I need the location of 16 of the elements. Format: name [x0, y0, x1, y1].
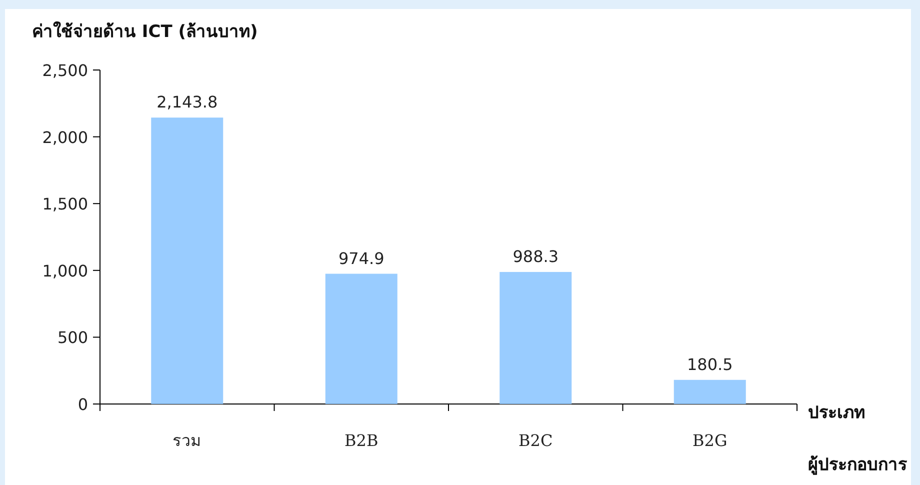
y-tick-label: 0: [78, 395, 88, 414]
data-label: 974.9: [338, 248, 384, 268]
text: ประเภท ผู้ประกอบการ: [808, 403, 907, 475]
x-tick-label: B2B: [344, 431, 378, 450]
data-label: 988.3: [512, 246, 559, 266]
y-tick-label: 2,500: [42, 61, 88, 80]
data-label: 2,143.8: [156, 92, 218, 112]
data-label: 180.5: [686, 354, 733, 374]
x-tick-label: B2C: [518, 431, 553, 450]
y-tick-label: 500: [57, 328, 88, 348]
y-tick-label: 2,000: [42, 128, 88, 147]
y-tick-label: 1,500: [42, 194, 88, 214]
x-tick-label: รวม: [172, 431, 202, 450]
y-axis-title: ค่าใช้จ่ายด้าน ICT (ล้านบาท): [32, 21, 258, 42]
x-tick-label: B2G: [692, 431, 728, 450]
y-tick-label: 1,000: [42, 261, 88, 280]
